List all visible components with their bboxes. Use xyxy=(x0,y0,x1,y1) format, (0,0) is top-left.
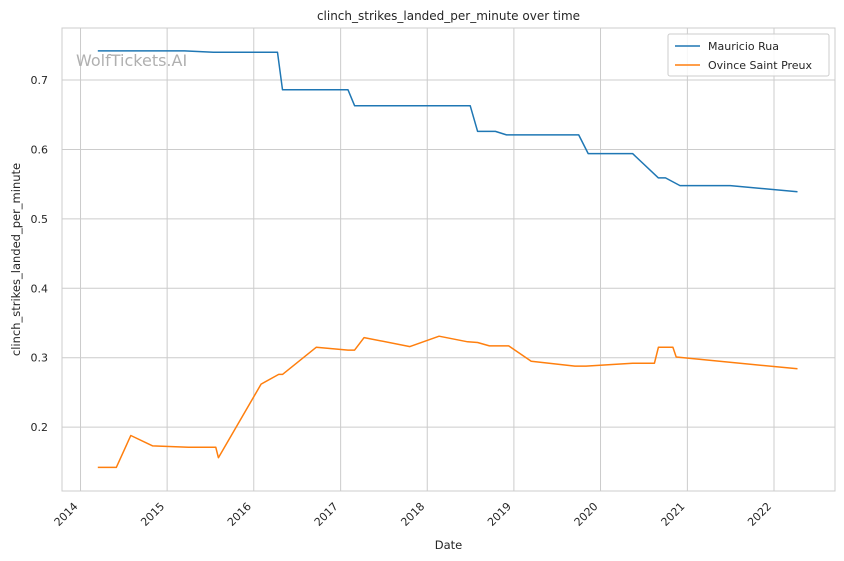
grid xyxy=(62,28,835,491)
x-axis-ticks: 2014 2015 2016 2017 2018 2019 2020 2021 2022 xyxy=(52,500,774,529)
y-tick-label: 0.5 xyxy=(31,213,49,226)
y-axis-ticks: 0.2 0.3 0.4 0.5 0.6 0.7 xyxy=(31,74,49,434)
x-tick-label: 2017 xyxy=(312,500,341,529)
series-lines xyxy=(97,50,798,469)
series-line-ovince-saint-preux xyxy=(97,335,798,469)
y-tick-label: 0.2 xyxy=(31,421,49,434)
x-tick-label: 2021 xyxy=(659,500,688,529)
x-tick-label: 2022 xyxy=(745,500,774,529)
x-tick-label: 2019 xyxy=(485,500,514,529)
legend-label-mauricio-rua: Mauricio Rua xyxy=(708,40,779,53)
legend-box xyxy=(667,33,830,77)
legend-label-ovince-saint-preux: Ovince Saint Preux xyxy=(708,59,813,72)
x-tick-label: 2016 xyxy=(225,500,254,529)
watermark-text: WolfTickets.AI xyxy=(76,51,187,70)
x-tick-label: 2018 xyxy=(398,500,427,529)
y-tick-label: 0.3 xyxy=(31,352,49,365)
y-tick-label: 0.7 xyxy=(31,74,49,87)
plot-frame xyxy=(61,27,836,492)
chart-title: clinch_strikes_landed_per_minute over ti… xyxy=(317,9,580,23)
x-tick-label: 2020 xyxy=(572,500,601,529)
series-line-mauricio-rua xyxy=(97,50,798,193)
x-tick-label: 2015 xyxy=(138,500,167,529)
x-tick-label: 2014 xyxy=(52,500,81,529)
y-tick-label: 0.6 xyxy=(31,143,49,156)
y-tick-label: 0.4 xyxy=(31,282,49,295)
y-axis-label: clinch_strikes_landed_per_minute xyxy=(9,163,23,356)
legend: Mauricio Rua Ovince Saint Preux xyxy=(667,33,830,77)
x-axis-label: Date xyxy=(435,538,463,552)
